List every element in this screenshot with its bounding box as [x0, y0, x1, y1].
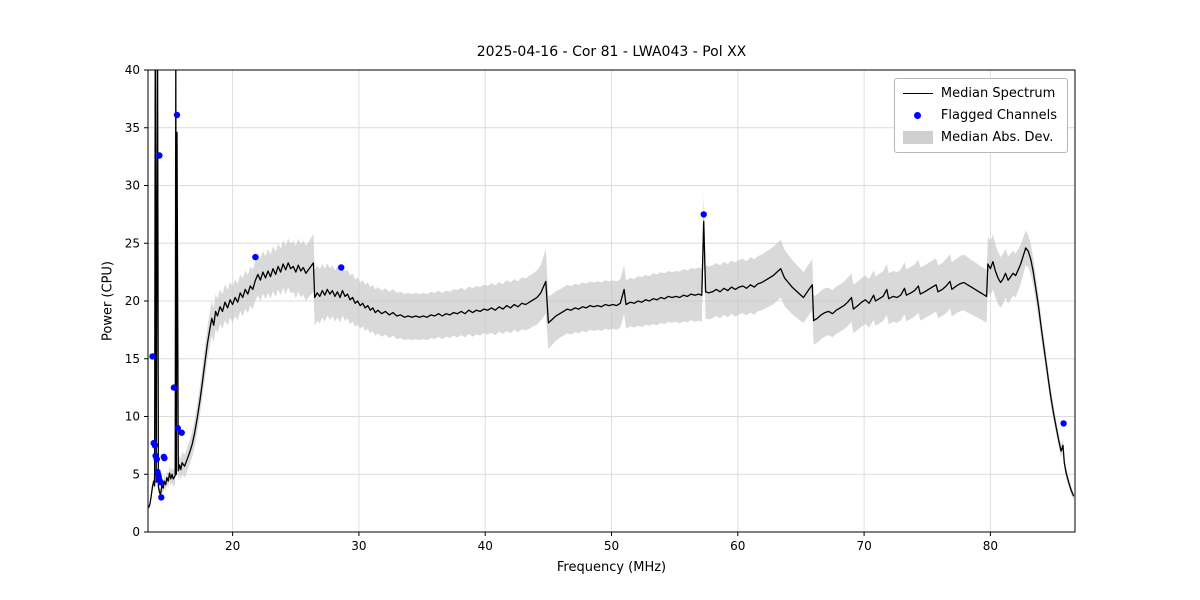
- y-axis-label: Power (CPU): [100, 260, 116, 342]
- svg-text:70: 70: [856, 539, 871, 553]
- legend-entry-median-spectrum: Median Spectrum: [902, 86, 1057, 101]
- legend-patch-sample-icon: [902, 131, 933, 144]
- mad-band: [148, 70, 1074, 511]
- chart-title: 2025-04-16 - Cor 81 - LWA043 - Pol XX: [476, 44, 747, 60]
- svg-text:35: 35: [125, 121, 140, 135]
- flagged-channel-points: [149, 111, 1067, 501]
- svg-text:20: 20: [225, 539, 240, 553]
- svg-text:15: 15: [125, 352, 140, 366]
- legend-line-sample-icon: [902, 93, 933, 94]
- x-axis-ticks: 20 30 40 50 60 70 80: [225, 532, 998, 553]
- svg-text:60: 60: [730, 539, 745, 553]
- legend: Median Spectrum Flagged Channels Median …: [893, 78, 1068, 153]
- svg-text:30: 30: [351, 539, 366, 553]
- svg-text:20: 20: [125, 294, 140, 308]
- svg-text:0: 0: [132, 525, 140, 539]
- x-axis-label: Frequency (MHz): [556, 560, 667, 575]
- svg-text:25: 25: [125, 236, 140, 250]
- legend-dot-sample-icon: [903, 112, 933, 119]
- legend-label-median-spectrum: Median Spectrum: [940, 86, 1056, 101]
- svg-text:40: 40: [125, 63, 140, 77]
- svg-text:30: 30: [125, 179, 140, 193]
- svg-text:50: 50: [604, 539, 619, 553]
- svg-text:10: 10: [125, 410, 140, 424]
- svg-text:80: 80: [983, 539, 998, 553]
- legend-label-flagged-channels: Flagged Channels: [940, 108, 1057, 123]
- legend-entry-median-abs-dev: Median Abs. Dev.: [902, 130, 1057, 145]
- svg-text:5: 5: [132, 467, 140, 481]
- y-axis-ticks: 0 5 10 15 20 25 30 35 40: [125, 63, 148, 539]
- legend-label-median-abs-dev: Median Abs. Dev.: [940, 130, 1054, 145]
- legend-entry-flagged-channels: Flagged Channels: [903, 108, 1057, 123]
- median-spectrum-line: [148, 70, 1075, 508]
- svg-text:40: 40: [478, 539, 493, 553]
